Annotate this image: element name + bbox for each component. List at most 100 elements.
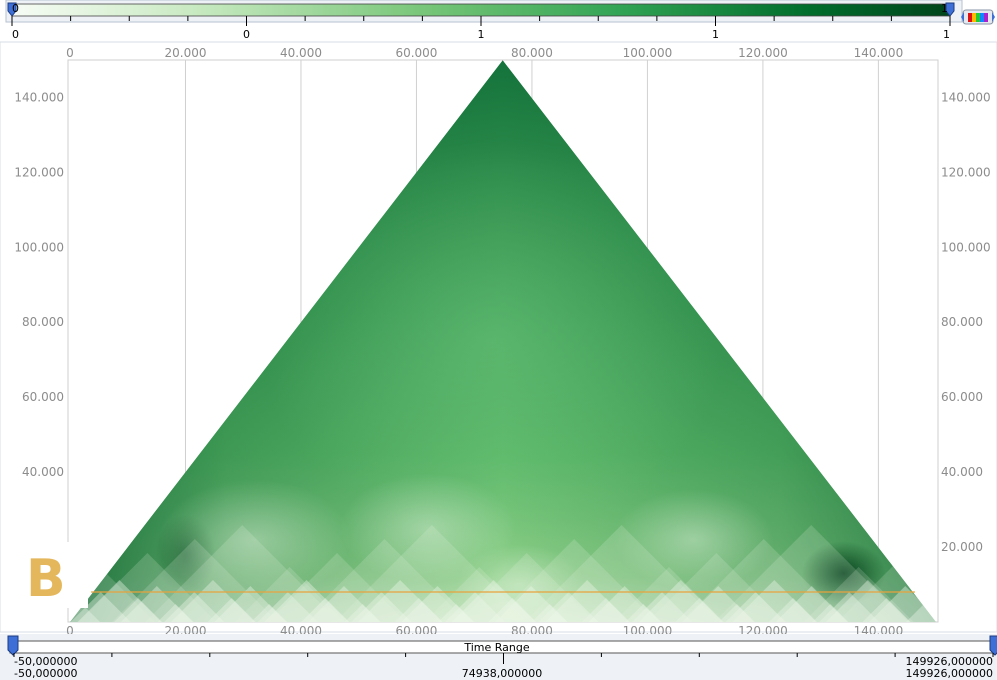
colorbar-right-handle[interactable] <box>945 2 955 17</box>
heatmap-cell <box>638 580 723 622</box>
y-tick-label-left: 100.000 <box>14 240 64 254</box>
time-range-ticks <box>13 653 994 664</box>
heatmap-cell <box>344 604 381 622</box>
heatmap-cell <box>264 580 349 622</box>
y-tick-label-right: 60.000 <box>941 390 983 404</box>
y-tick-label-right: 40.000 <box>941 465 983 479</box>
time-range-title: Time Range <box>463 641 530 654</box>
heatmap-cell <box>837 553 936 622</box>
colorbar-left-value: 0 <box>12 2 19 15</box>
heatmap-cell <box>732 580 817 622</box>
heatmap-cell <box>78 553 217 622</box>
x-tick-label-top: 100.000 <box>623 46 673 60</box>
heatmap-cell <box>401 586 474 622</box>
heatmap-cell <box>862 598 911 622</box>
time-range-min-top: -50,000000 <box>14 655 77 668</box>
heatmap-cell <box>803 567 914 622</box>
y-tick-label-left: 140.000 <box>14 90 64 104</box>
heatmap-cell <box>581 598 630 622</box>
y-tick-label-right: 20.000 <box>941 540 983 554</box>
heatmap-cell <box>588 586 661 622</box>
heatmap-cell <box>114 598 163 622</box>
time-range-min-bottom: -50,000000 <box>14 667 77 680</box>
heatmap-cell <box>675 598 724 622</box>
heatmap-light-area <box>340 473 517 584</box>
y-tick-label-left: 120.000 <box>14 165 64 179</box>
time-range-slider: Time Range -50,000000 -50,000000 74938,0… <box>0 634 997 680</box>
y-tick-label-right: 80.000 <box>941 315 983 329</box>
heatmap-cell <box>170 580 255 622</box>
heatmap-cell <box>632 592 693 622</box>
heatmap-cell <box>613 567 724 622</box>
colorbar: 0 0 1 1 1 0 1 <box>5 0 995 41</box>
heatmap-cell <box>718 604 755 622</box>
heatmap-cell <box>825 580 910 622</box>
heatmap-cell <box>351 592 412 622</box>
colorbar-tick-label: 0 <box>12 28 19 41</box>
heatmap-hotspot <box>801 541 886 606</box>
heatmap <box>70 60 936 622</box>
panel-label-bg <box>22 542 88 608</box>
colorbar-tick-label: 1 <box>943 28 950 41</box>
colorbar-tick-label: 1 <box>712 28 719 41</box>
time-range-max-bottom: 149926,000000 <box>906 667 993 680</box>
y-tick-label-left: 40.000 <box>22 465 64 479</box>
x-axis-top: 0 20.000 40.000 60.000 80.000 100.000 120.000 1… <box>66 46 903 60</box>
x-tick-label-top: 60.000 <box>395 46 437 60</box>
heatmap-cell <box>207 598 256 622</box>
heatmap-cell <box>775 586 848 622</box>
heatmap-cell <box>120 586 193 622</box>
colorbar-left-handle[interactable] <box>7 2 17 17</box>
colorbar-gradient <box>11 3 951 17</box>
y-tick-label-right: 120.000 <box>941 165 991 179</box>
x-tick-label-top: 20.000 <box>164 46 206 60</box>
heatmap-cell <box>257 592 318 622</box>
heatmap-cell <box>812 604 849 622</box>
heatmap-cell <box>725 592 786 622</box>
heatmap-cell <box>307 586 380 622</box>
heatmap-cell <box>647 553 786 622</box>
heatmap-cell <box>625 604 662 622</box>
heatmap-cell <box>869 586 936 622</box>
heatmap-light-area <box>158 479 351 600</box>
heatmap-cell <box>157 604 194 622</box>
palette-icon[interactable] <box>961 9 995 25</box>
y-axis-right: 20.000 40.000 60.000 80.000 100.000 120.000 14… <box>941 90 991 554</box>
heatmap-cell <box>164 592 225 622</box>
x-tick-label-top: 40.000 <box>280 46 322 60</box>
heatmap-cell <box>680 539 847 622</box>
time-range-right-handle[interactable] <box>989 635 997 656</box>
time-range-left-handle[interactable] <box>7 635 19 656</box>
heatmap-cell <box>394 598 443 622</box>
x-tick-label-top: 80.000 <box>511 46 553 60</box>
colorbar-right-value: 1 <box>941 2 948 15</box>
heatmap-cell <box>301 598 350 622</box>
y-tick-label-left: 80.000 <box>22 315 64 329</box>
heatmap-cell <box>268 553 407 622</box>
y-tick-label-left: 60.000 <box>22 390 64 404</box>
y-tick-label-right: 140.000 <box>941 90 991 104</box>
x-tick-label-top: 0 <box>66 46 74 60</box>
colorbar-ticks: 0 0 1 1 1 0 1 <box>11 2 951 41</box>
heatmap-cell <box>714 525 909 622</box>
heatmap-cell <box>769 598 818 622</box>
heatmap-cell <box>214 586 287 622</box>
x-tick-label-top: 140.000 <box>854 46 904 60</box>
time-range-mid: 74938,000000 <box>462 667 542 680</box>
heatmap-cell <box>358 580 443 622</box>
panel-label: B <box>26 549 66 609</box>
colorbar-tick-label: 1 <box>478 28 485 41</box>
heatmap-core <box>262 140 723 541</box>
x-tick-label-top: 120.000 <box>738 46 788 60</box>
heatmap-cell <box>77 580 162 622</box>
heatmap-cell <box>251 604 288 622</box>
heatmap-cell <box>70 592 131 622</box>
x-tick-label-bottom: 0 <box>66 624 74 638</box>
heatmap-cell <box>301 539 468 622</box>
heatmap-light-area <box>613 489 774 590</box>
heatmap-light-area <box>456 544 585 622</box>
colorbar-tick-label: 0 <box>243 28 250 41</box>
y-tick-label-right: 100.000 <box>941 240 991 254</box>
heatmap-cell <box>438 604 475 622</box>
